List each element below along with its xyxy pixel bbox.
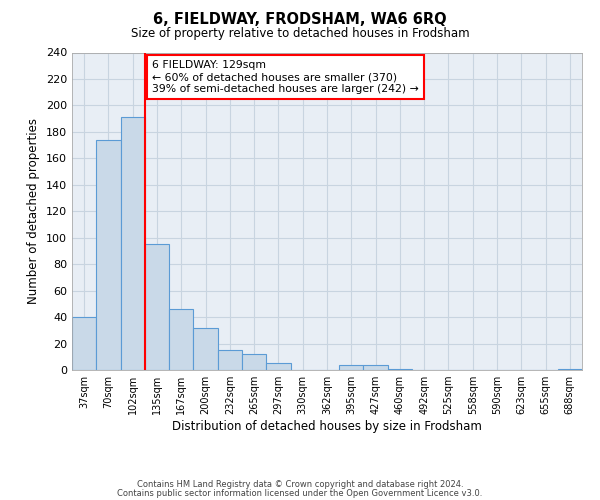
Bar (145, 244, 169, 370)
Text: 6, FIELDWAY, FRODSHAM, WA6 6RQ: 6, FIELDWAY, FRODSHAM, WA6 6RQ (153, 12, 447, 28)
Bar (96, 140, 121, 370)
Y-axis label: Number of detached properties: Number of detached properties (28, 118, 40, 304)
Text: Size of property relative to detached houses in Frodsham: Size of property relative to detached ho… (131, 28, 469, 40)
Bar (169, 309, 193, 370)
Bar (266, 364, 290, 370)
Bar (339, 364, 364, 370)
Bar (242, 354, 266, 370)
Bar (193, 328, 218, 370)
Bar (388, 368, 412, 370)
Bar (72, 317, 96, 370)
Bar (121, 118, 145, 370)
Text: Contains public sector information licensed under the Open Government Licence v3: Contains public sector information licen… (118, 488, 482, 498)
Text: Contains HM Land Registry data © Crown copyright and database right 2024.: Contains HM Land Registry data © Crown c… (137, 480, 463, 489)
Bar (558, 368, 582, 370)
X-axis label: Distribution of detached houses by size in Frodsham: Distribution of detached houses by size … (172, 420, 482, 433)
Text: 6 FIELDWAY: 129sqm
← 60% of detached houses are smaller (370)
39% of semi-detach: 6 FIELDWAY: 129sqm ← 60% of detached hou… (152, 60, 419, 94)
Bar (364, 364, 388, 370)
Bar (218, 350, 242, 370)
